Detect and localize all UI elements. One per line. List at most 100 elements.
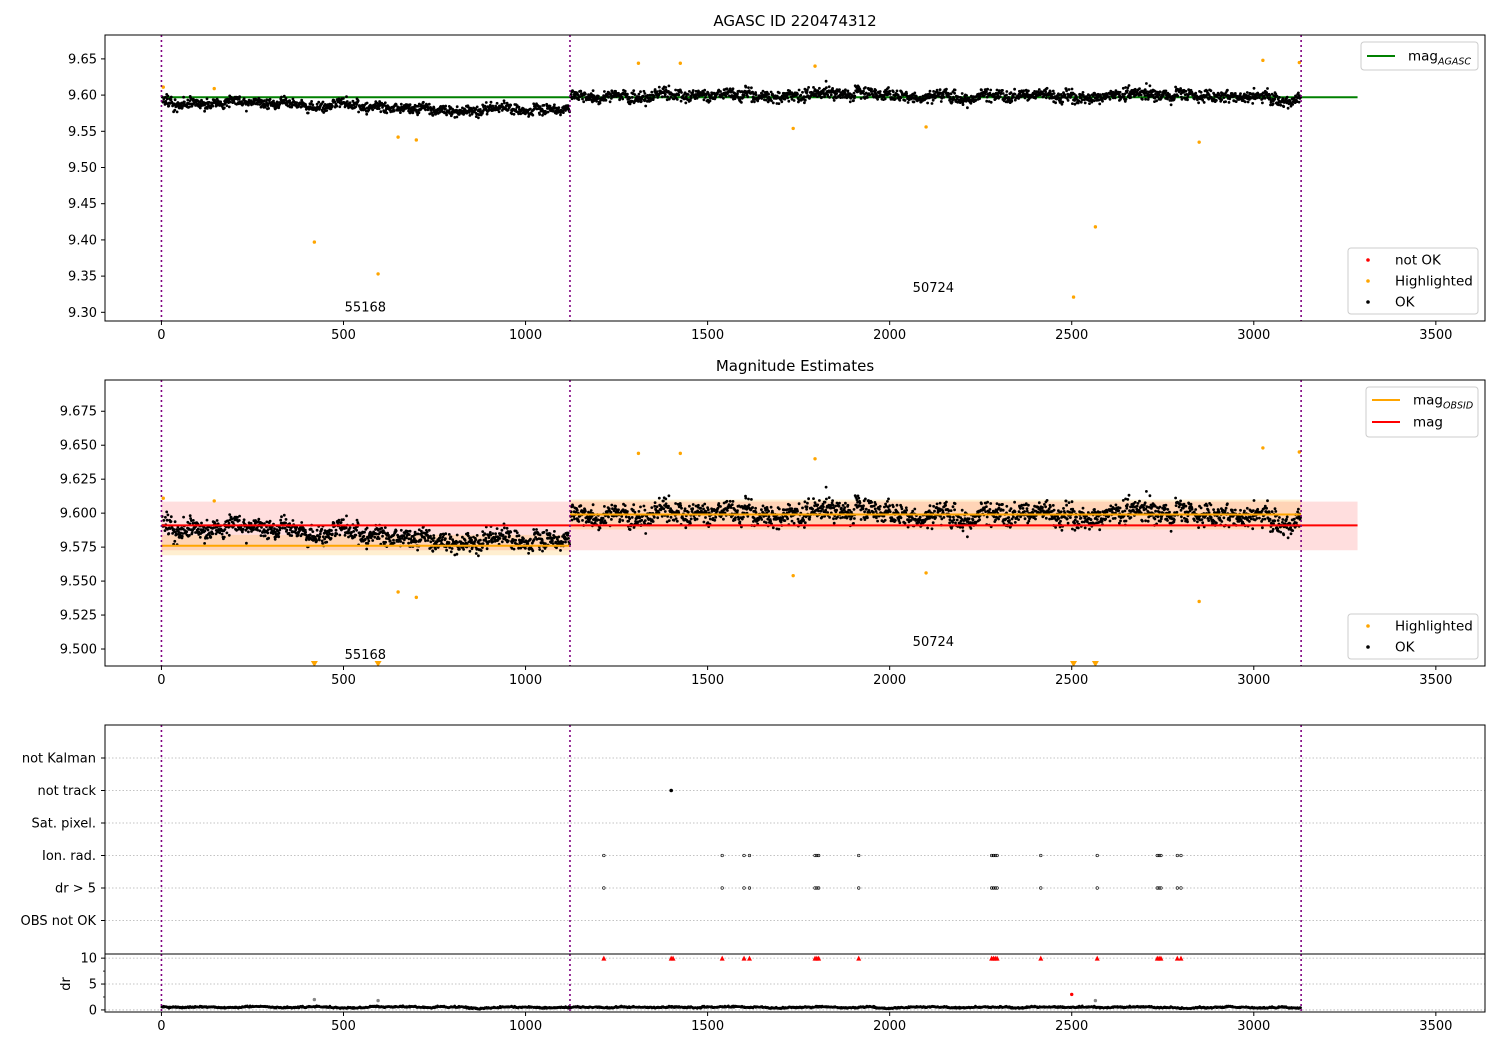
ok-point [914, 519, 917, 522]
ok-point [325, 540, 329, 544]
ok-point [888, 92, 892, 96]
ok-point [961, 103, 965, 106]
ok-point [284, 97, 288, 100]
ok-point [323, 537, 326, 541]
ok-point [169, 515, 173, 519]
ok-point [718, 511, 722, 514]
ok-point [398, 537, 402, 541]
ok-point [461, 535, 464, 539]
ok-point [553, 103, 556, 107]
ok-point [831, 503, 835, 507]
ok-point [469, 536, 473, 540]
ok-point [241, 527, 245, 531]
ok-point [1010, 99, 1014, 103]
ok-point [980, 88, 983, 92]
ok-point [845, 96, 849, 100]
ok-point [373, 535, 377, 539]
ok-point [887, 86, 890, 89]
ok-point [478, 538, 482, 542]
ok-point [468, 114, 472, 117]
ok-point [527, 551, 530, 555]
ok-point [650, 90, 654, 94]
ok-point [447, 541, 451, 544]
ok-point [354, 533, 358, 537]
ok-point [1282, 105, 1286, 108]
ok-point [462, 113, 465, 116]
ok-point [1205, 93, 1208, 97]
ok-point [824, 485, 828, 489]
ok-point [581, 97, 584, 101]
ok-point [426, 539, 430, 542]
ok-point [1006, 100, 1009, 104]
ok-point [816, 507, 820, 510]
ok-point [306, 111, 310, 115]
ok-point [1027, 89, 1030, 93]
ok-point [294, 528, 298, 532]
legend-top: magAGASC [1360, 41, 1479, 71]
ok-point [663, 92, 667, 96]
ok-point [876, 97, 879, 101]
ok-point [338, 105, 342, 109]
ok-point [617, 508, 620, 512]
ok-point [878, 90, 882, 93]
ok-point [866, 516, 869, 520]
ok-point [290, 534, 294, 537]
ok-point [845, 516, 849, 520]
ok-point [948, 518, 952, 522]
ok-point [522, 537, 525, 541]
ok-point [257, 96, 261, 100]
ok-point [266, 531, 270, 535]
ok-point [1275, 94, 1279, 98]
ok-point [475, 105, 479, 109]
x-tick-label: 1000 [509, 328, 542, 343]
ok-point [644, 104, 648, 108]
ok-point [683, 507, 687, 511]
ok-point [1083, 101, 1087, 105]
ok-point [277, 531, 281, 535]
ok-point [295, 525, 299, 529]
ok-point [510, 112, 514, 116]
ok-point [986, 87, 989, 91]
ok-point [333, 100, 337, 104]
ok-point [365, 547, 369, 551]
ok-point [1051, 89, 1055, 93]
ok-point [325, 109, 329, 112]
ok-point [754, 91, 757, 94]
ok-point [274, 535, 278, 539]
ok-point [348, 526, 352, 529]
ok-point [235, 528, 239, 532]
ok-point [905, 92, 908, 95]
ok-point [331, 532, 334, 536]
ok-point [935, 502, 939, 506]
ok-point [818, 499, 821, 502]
ok-point [838, 88, 841, 92]
ok-point [903, 521, 907, 525]
legend-dot-swatch [1366, 279, 1370, 283]
ok-point [487, 536, 491, 539]
ok-point [665, 98, 669, 102]
ok-point [1118, 94, 1122, 97]
ok-point [434, 547, 437, 551]
ok-point [517, 534, 521, 538]
ok-point [838, 501, 841, 505]
ok-point [989, 88, 993, 92]
ok-point [731, 500, 735, 503]
ok-point [501, 533, 505, 537]
obsid-label: 50724 [913, 281, 954, 296]
ok-point [952, 515, 955, 519]
ok-point [862, 89, 865, 93]
ok-point [951, 505, 955, 509]
ok-point [517, 546, 520, 550]
ok-point [867, 509, 871, 512]
ok-point [691, 507, 695, 511]
ok-point [555, 546, 558, 550]
ok-point [186, 520, 190, 524]
ok-point [220, 532, 224, 536]
ok-point [411, 111, 415, 115]
ok-point [566, 104, 570, 108]
ok-point [702, 507, 705, 511]
ok-point [928, 89, 932, 93]
ok-point [500, 102, 504, 106]
ok-point [826, 511, 829, 514]
